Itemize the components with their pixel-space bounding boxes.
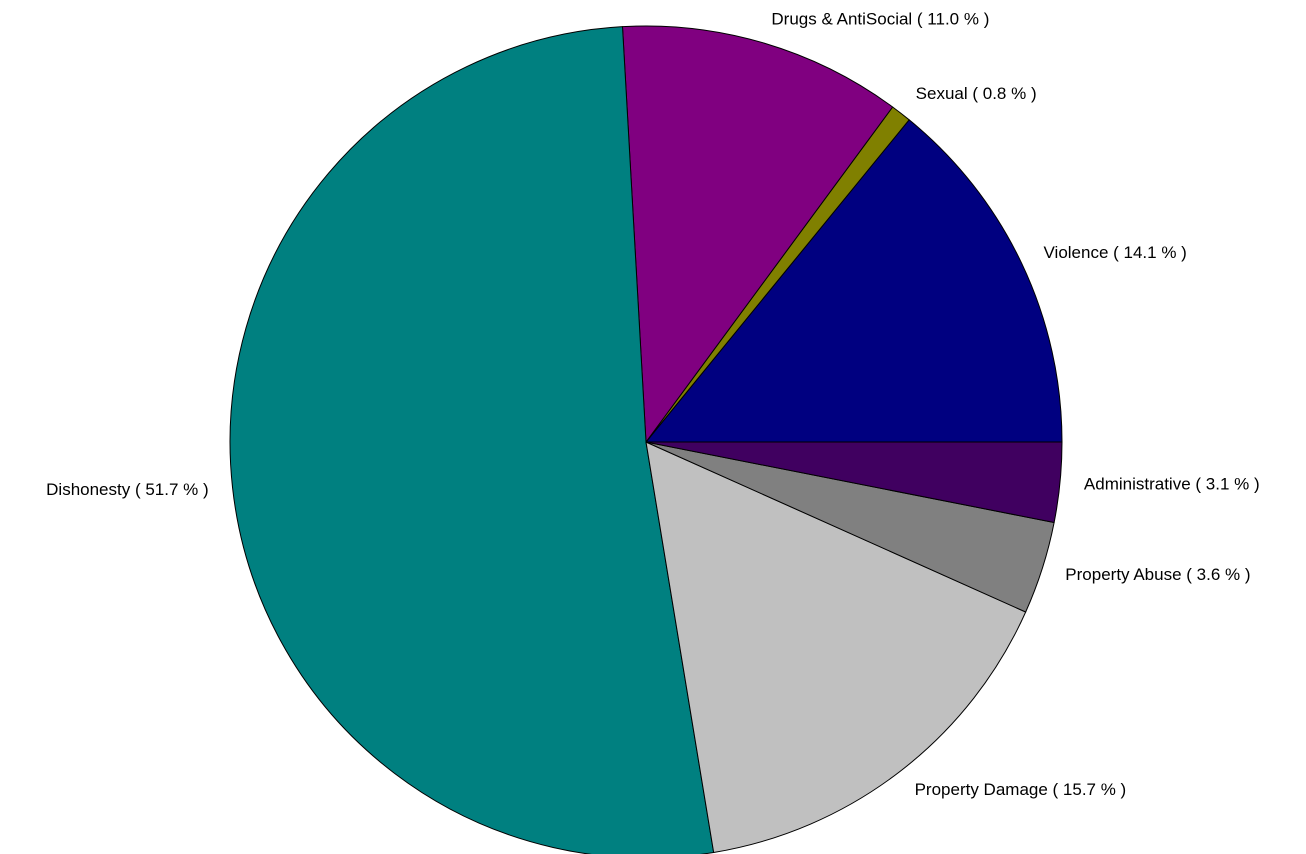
pie-label-dishonesty: Dishonesty ( 51.7 % ): [46, 480, 209, 499]
pie-label-sexual: Sexual ( 0.8 % ): [916, 84, 1037, 103]
pie-slice-dishonesty: [229, 26, 715, 854]
pie-label-violence: Violence ( 14.1 % ): [1044, 243, 1187, 262]
pie-slices: [229, 25, 1063, 854]
pie-labels: Violence ( 14.1 % ) Sexual ( 0.8 % ) Drugs…: [46, 10, 1260, 799]
pie-slice-administrative: [645, 441, 1063, 524]
pie-label-drugs-antisocial: Drugs & AntiSocial ( 11.0 % ): [771, 10, 989, 29]
pie-label-property-abuse: Property Abuse ( 3.6 % ): [1065, 565, 1250, 584]
pie-slice-drugs-antisocial: [621, 25, 894, 443]
pie-label-property-damage: Property Damage ( 15.7 % ): [915, 780, 1127, 799]
pie-slice-violence: [645, 119, 1063, 443]
pie-label-administrative: Administrative ( 3.1 % ): [1084, 474, 1260, 493]
pie-slice-property-damage: [645, 441, 1027, 853]
